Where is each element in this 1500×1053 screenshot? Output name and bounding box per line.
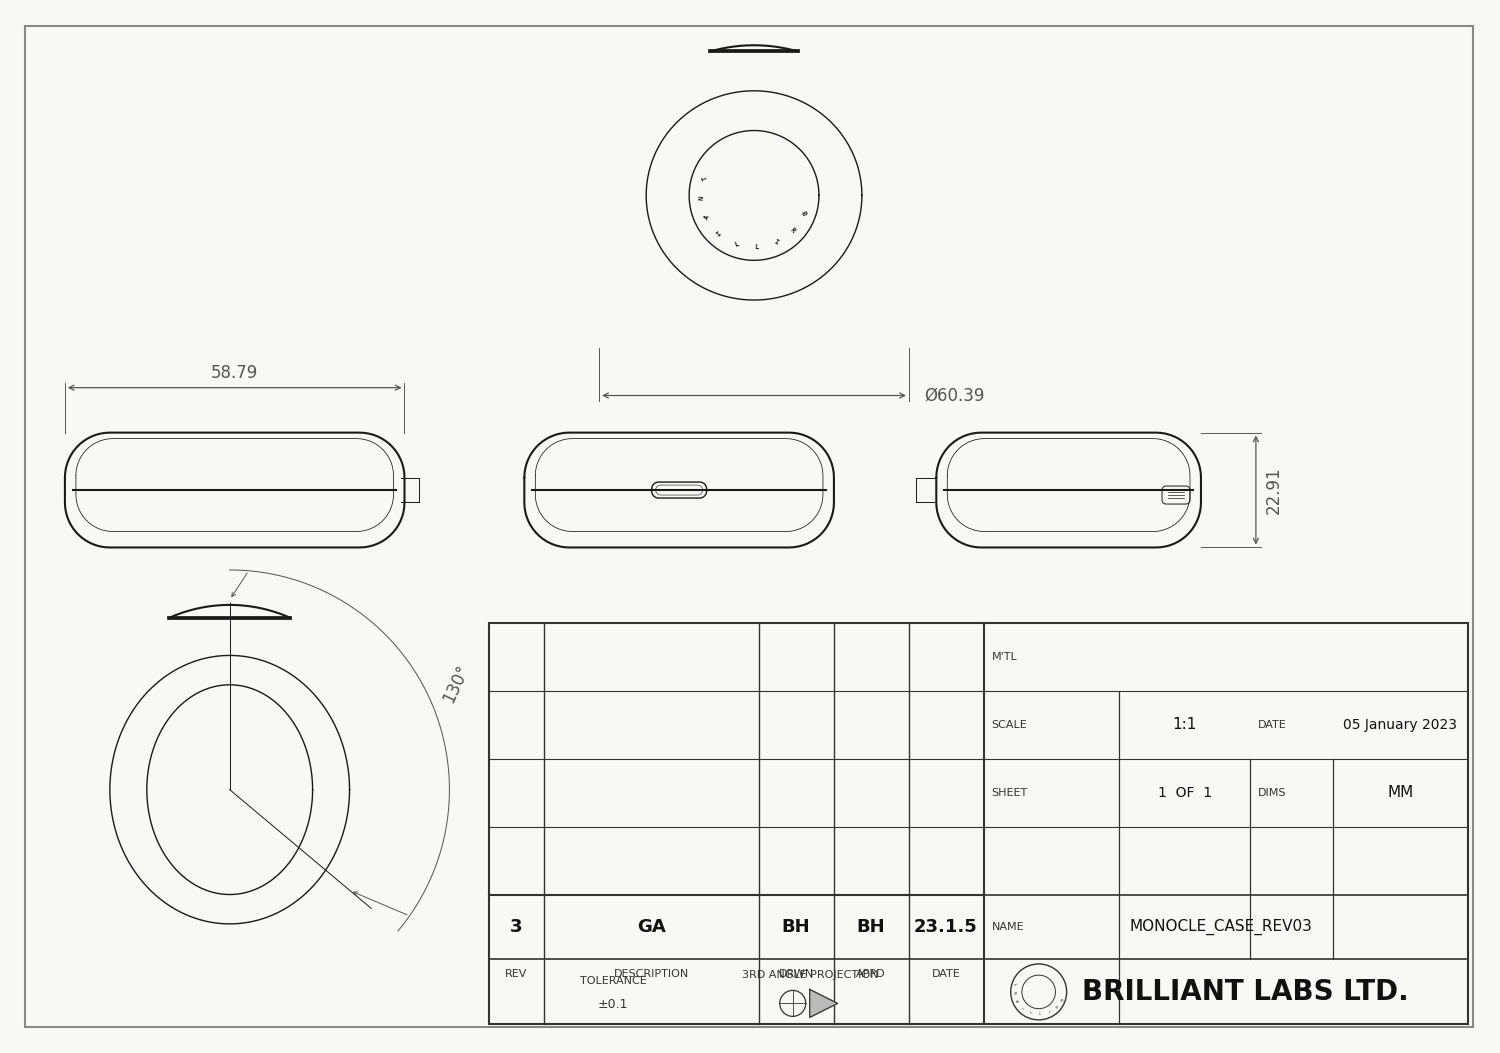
Text: BH: BH (782, 918, 810, 936)
Text: L: L (1029, 1011, 1033, 1015)
Text: B: B (800, 211, 807, 216)
Text: SHEET: SHEET (992, 788, 1028, 798)
Text: I: I (1047, 1010, 1050, 1014)
Text: DRWN: DRWN (778, 970, 813, 979)
Text: NAME: NAME (992, 922, 1024, 932)
Text: REV: REV (506, 970, 528, 979)
Text: MONOCLE_CASE_REV03: MONOCLE_CASE_REV03 (1130, 919, 1312, 935)
Text: B: B (1058, 997, 1062, 1001)
Text: L: L (734, 241, 740, 247)
Text: R: R (1053, 1005, 1058, 1010)
Text: 1  OF  1: 1 OF 1 (1158, 786, 1212, 799)
Text: APPD: APPD (856, 970, 885, 979)
Text: DATE: DATE (932, 970, 960, 979)
Text: I: I (1022, 1007, 1026, 1010)
Text: M'TL: M'TL (992, 652, 1017, 662)
Text: N: N (699, 196, 705, 200)
Text: L: L (754, 244, 759, 251)
Text: I: I (772, 239, 778, 246)
Text: 58.79: 58.79 (211, 363, 258, 381)
Text: ±0.1: ±0.1 (597, 998, 628, 1011)
Text: L: L (1038, 1012, 1041, 1016)
Text: 3: 3 (510, 918, 522, 936)
Text: BH: BH (856, 918, 885, 936)
Text: DIMS: DIMS (1258, 788, 1287, 798)
Text: 1:1: 1:1 (1173, 717, 1197, 732)
Polygon shape (810, 990, 837, 1017)
Text: DESCRIPTION: DESCRIPTION (614, 970, 689, 979)
Text: SCALE: SCALE (992, 720, 1028, 730)
Text: A: A (1016, 999, 1022, 1004)
Text: GA: GA (638, 918, 666, 936)
Text: I: I (716, 230, 723, 237)
Text: T: T (702, 175, 709, 181)
Text: T: T (1016, 982, 1020, 986)
Text: N: N (1014, 991, 1019, 994)
Text: DATE: DATE (1258, 720, 1287, 730)
Text: Ø60.39: Ø60.39 (924, 386, 984, 404)
Text: MM: MM (1388, 786, 1413, 800)
Text: R: R (789, 226, 796, 234)
Bar (489, 623, 1468, 1025)
Text: 05 January 2023: 05 January 2023 (1344, 718, 1458, 732)
Text: 130°: 130° (440, 662, 472, 707)
Text: 22.91: 22.91 (1264, 466, 1282, 514)
Text: BRILLIANT LABS LTD.: BRILLIANT LABS LTD. (1082, 978, 1408, 1006)
Text: TOLERANCE: TOLERANCE (579, 976, 646, 987)
Text: A: A (704, 214, 711, 220)
Text: 3RD ANGLE PROJECTION: 3RD ANGLE PROJECTION (742, 971, 879, 980)
Text: 23.1.5: 23.1.5 (914, 918, 978, 936)
